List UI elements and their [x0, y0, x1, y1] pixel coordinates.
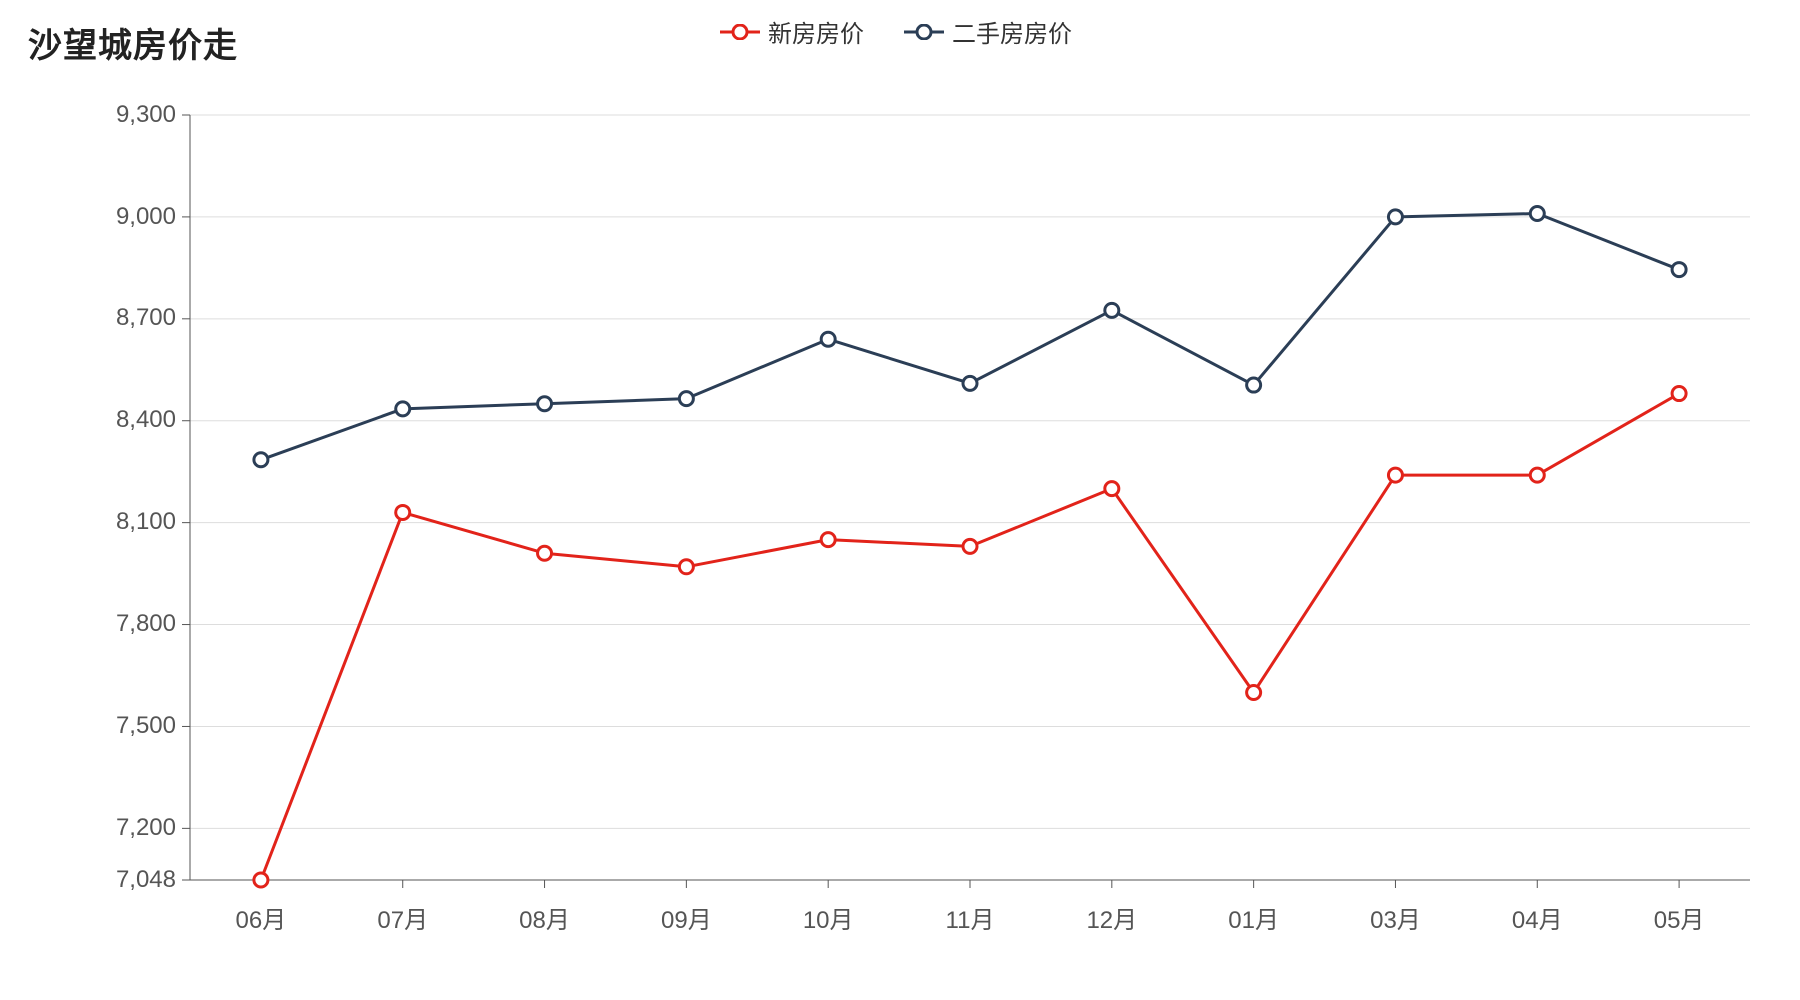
legend-new-house[interactable]: 新房房价	[720, 14, 864, 49]
x-tick-label: 01月	[1228, 900, 1279, 935]
series-second-hand-point[interactable]	[679, 392, 693, 406]
series-second-hand-point[interactable]	[963, 376, 977, 390]
x-tick-label: 04月	[1512, 900, 1563, 935]
series-second-hand-line	[261, 214, 1679, 460]
plot-area	[190, 115, 1750, 880]
y-tick-label: 8,700	[116, 304, 176, 332]
chart-title: 沙望城房价走	[28, 18, 238, 67]
series-new-house-point[interactable]	[963, 539, 977, 553]
series-new-house-point[interactable]	[821, 533, 835, 547]
series-second-hand-point[interactable]	[538, 397, 552, 411]
legend-second-hand-swatch	[904, 24, 944, 40]
x-tick-label: 11月	[946, 900, 995, 935]
y-tick-label: 9,300	[116, 101, 176, 129]
y-tick-label: 7,800	[116, 610, 176, 638]
y-tick-label: 7,200	[116, 814, 176, 842]
series-second-hand-point[interactable]	[1672, 263, 1686, 277]
y-tick-label: 8,100	[116, 508, 176, 536]
x-tick-label: 10月	[803, 900, 854, 935]
series-new-house-point[interactable]	[1105, 482, 1119, 496]
series-new-house-point[interactable]	[1388, 468, 1402, 482]
series-new-house-line	[261, 394, 1679, 880]
legend-new-house-swatch	[720, 24, 760, 40]
series-new-house-point[interactable]	[254, 873, 268, 887]
series-second-hand-point[interactable]	[254, 453, 268, 467]
x-tick-label: 09月	[661, 900, 712, 935]
series-second-hand-point[interactable]	[1388, 210, 1402, 224]
x-tick-label: 07月	[377, 900, 428, 935]
series-new-house-point[interactable]	[679, 560, 693, 574]
legend-new-house-label: 新房房价	[768, 14, 864, 49]
y-tick-label: 7,500	[116, 712, 176, 740]
series-second-hand-point[interactable]	[1530, 207, 1544, 221]
legend-second-hand-label: 二手房房价	[952, 14, 1072, 49]
chart-container: { "title": "沙望城房价走", "title_fontsize": 3…	[0, 0, 1800, 1000]
series-new-house-point[interactable]	[1672, 387, 1686, 401]
series-second-hand-point[interactable]	[1105, 303, 1119, 317]
x-tick-label: 06月	[236, 900, 287, 935]
series-new-house-point[interactable]	[1247, 685, 1261, 699]
series-second-hand-point[interactable]	[1247, 378, 1261, 392]
legend: 新房房价 二手房房价	[720, 14, 1072, 49]
x-tick-label: 05月	[1654, 900, 1705, 935]
series-second-hand-point[interactable]	[821, 332, 835, 346]
x-tick-label: 03月	[1370, 900, 1421, 935]
y-tick-label: 7,048	[116, 866, 176, 894]
series-new-house-point[interactable]	[538, 546, 552, 560]
series-new-house-point[interactable]	[1530, 468, 1544, 482]
series-new-house-point[interactable]	[396, 505, 410, 519]
series-second-hand-point[interactable]	[396, 402, 410, 416]
y-tick-label: 9,000	[116, 203, 176, 231]
legend-second-hand[interactable]: 二手房房价	[904, 14, 1072, 49]
x-tick-label: 12月	[1086, 900, 1137, 935]
x-tick-label: 08月	[519, 900, 570, 935]
y-tick-label: 8,400	[116, 406, 176, 434]
